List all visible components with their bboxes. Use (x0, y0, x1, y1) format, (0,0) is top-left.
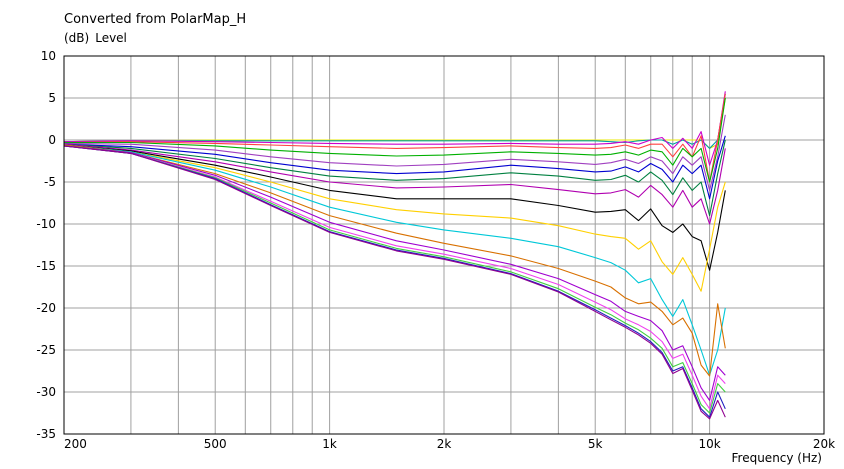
series-line-16 (63, 145, 726, 414)
chart-title: Converted from PolarMap_H (64, 12, 247, 27)
series-line-17 (63, 145, 726, 418)
y-tick-label: -25 (36, 343, 56, 357)
y-tick-labels: 10 5 0 -5 -10 -15 -20 -25 -30 -35 (36, 49, 56, 441)
series-line-15 (63, 145, 726, 410)
series-line-13 (63, 144, 726, 377)
series-line-4 (63, 93, 726, 183)
y-axis-title: Level (95, 31, 127, 45)
x-tick-label: 5k (588, 437, 603, 451)
x-tick-labels: 200 500 1k 2k 5k 10k 20k (64, 437, 835, 451)
x-tick-label: 2k (437, 437, 452, 451)
y-tick-label: 10 (41, 49, 56, 63)
y-tick-label: -35 (36, 427, 56, 441)
series-line-7 (63, 135, 726, 200)
x-tick-label: 200 (64, 437, 87, 451)
x-tick-label: 1k (322, 437, 337, 451)
y-tick-label: -30 (36, 385, 56, 399)
series-line-14 (63, 145, 726, 401)
plot-frame (63, 55, 825, 435)
series-line-18 (63, 145, 726, 420)
y-tick-label: 0 (48, 133, 56, 147)
series-line-10 (63, 144, 726, 271)
series-group (63, 91, 726, 420)
x-tick-label: 20k (813, 437, 835, 451)
x-tick-label: 500 (204, 437, 227, 451)
series-line-5 (64, 97, 726, 183)
y-axis-unit: (dB) (64, 31, 90, 45)
y-axis-label: (dB) Level (64, 31, 127, 45)
y-tick-label: -5 (44, 175, 56, 189)
y-tick-label: -20 (36, 301, 56, 315)
y-tick-label: -10 (36, 217, 56, 231)
series-line-3 (63, 91, 726, 166)
y-tick-label: -15 (36, 259, 56, 273)
x-tick-label: 10k (698, 437, 720, 451)
series-line-12 (63, 144, 726, 376)
series-line-6 (63, 114, 726, 191)
x-axis-label: Frequency (Hz) (731, 451, 823, 465)
series-line-8 (63, 139, 726, 217)
series-line-9 (63, 143, 726, 225)
y-tick-label: 5 (48, 91, 56, 105)
series-line-11 (63, 144, 726, 292)
